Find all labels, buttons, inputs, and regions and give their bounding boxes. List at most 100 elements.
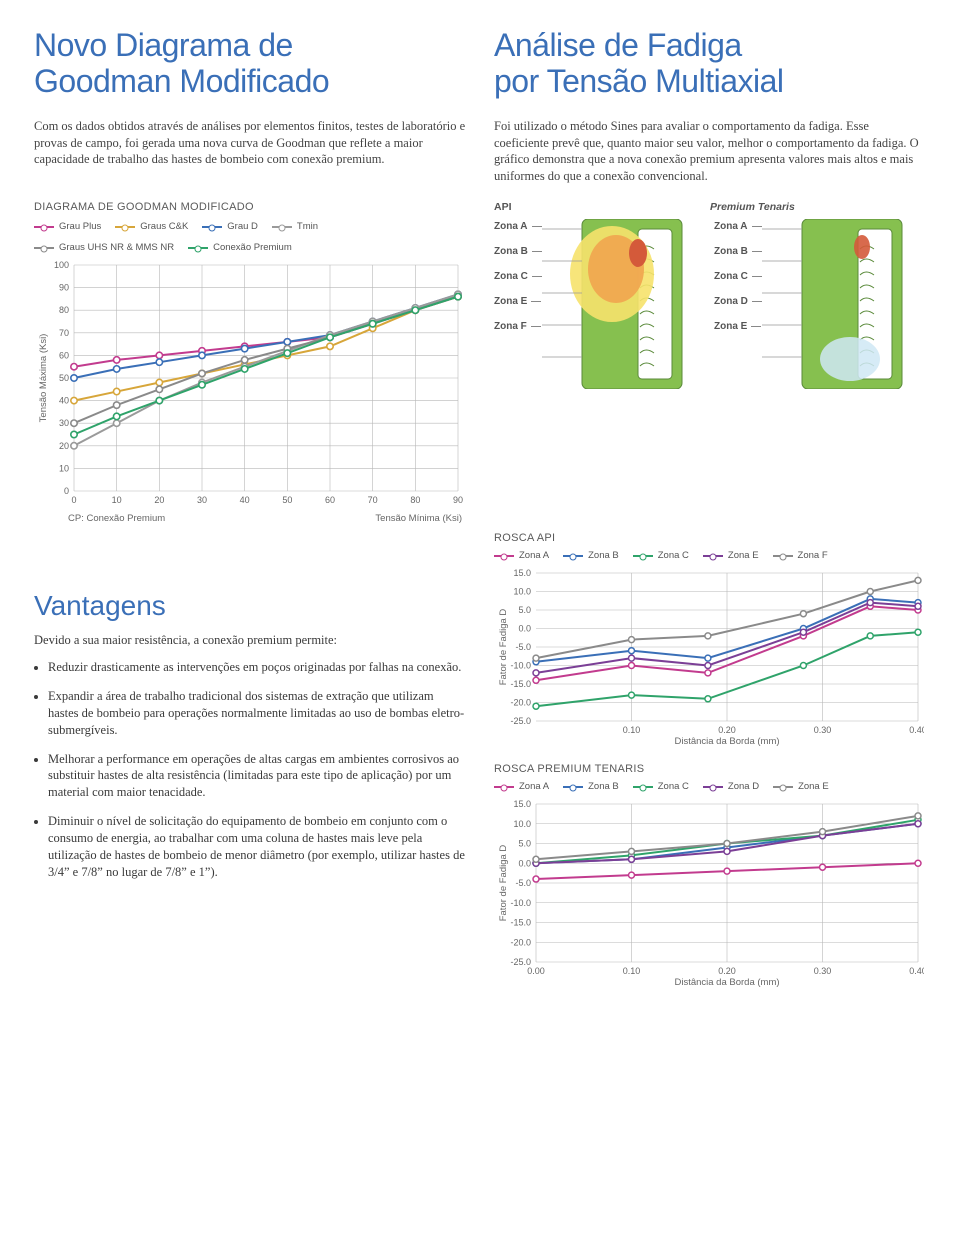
svg-text:70: 70 xyxy=(59,328,69,338)
zone-label: Zona B xyxy=(714,246,762,257)
vantagens-item: Expandir a área de trabalho tradicional … xyxy=(48,688,466,739)
zones-left: Zona AZona BZona CZona EZona F xyxy=(494,219,706,389)
zone-label: Zona E xyxy=(714,321,762,332)
intro-right: Foi utilizado o método Sines para avalia… xyxy=(494,118,926,186)
svg-text:-5.0: -5.0 xyxy=(515,878,531,888)
rosca-api-panel: ROSCA API Zona AZona BZona CZona EZona F… xyxy=(494,532,926,747)
svg-text:30: 30 xyxy=(197,495,207,505)
svg-text:Distância da Borda (mm): Distância da Borda (mm) xyxy=(674,977,779,988)
svg-text:0.30: 0.30 xyxy=(814,966,832,976)
zone-label: Zona B xyxy=(494,246,542,257)
vantagens-item: Reduzir drasticamente as intervenções em… xyxy=(48,659,466,676)
zone-label: Zona A xyxy=(714,221,762,232)
goodman-legend: Grau Plus Graus C&K Grau D Tmin Graus UHS NR… xyxy=(34,221,466,253)
svg-text:0.30: 0.30 xyxy=(814,725,832,735)
zones-headers: API Premium Tenaris xyxy=(494,201,926,213)
svg-text:0.20: 0.20 xyxy=(718,725,736,735)
svg-text:0.10: 0.10 xyxy=(623,966,641,976)
svg-text:Fator de Fadiga D: Fator de Fadiga D xyxy=(498,609,509,686)
goodman-panel: DIAGRAMA DE GOODMAN MODIFICADO Grau Plus… xyxy=(34,201,466,524)
zones-left-labels: Zona AZona BZona CZona EZona F xyxy=(494,219,542,389)
zones-right: Zona A Zona B Zona C Zona D Zona E xyxy=(714,219,926,389)
svg-text:0: 0 xyxy=(71,495,76,505)
svg-text:15.0: 15.0 xyxy=(513,799,531,809)
svg-text:5.0: 5.0 xyxy=(518,605,531,615)
legend-item: Zona B xyxy=(563,550,619,561)
svg-text:50: 50 xyxy=(59,373,69,383)
legend-item: Zona A xyxy=(494,550,549,561)
zones-header-premium: Premium Tenaris xyxy=(710,201,926,213)
title-right: Análise de Fadiga por Tensão Multiaxial xyxy=(494,28,926,100)
legend-item: Graus C&K xyxy=(115,221,188,232)
vantagens-list: Reduzir drasticamente as intervenções em… xyxy=(34,659,466,881)
svg-text:70: 70 xyxy=(368,495,378,505)
svg-text:90: 90 xyxy=(453,495,463,505)
svg-text:Fator de Fadiga D: Fator de Fadiga D xyxy=(498,845,509,922)
svg-text:80: 80 xyxy=(410,495,420,505)
vantagens-item: Diminuir o nível de solicitação do equip… xyxy=(48,813,466,881)
rosca-premium-chart: -25.0-20.0-15.0-10.0-5.00.05.010.015.00.… xyxy=(494,798,924,988)
zones-right-figure xyxy=(762,219,926,389)
svg-text:10.0: 10.0 xyxy=(513,587,531,597)
svg-text:10.0: 10.0 xyxy=(513,819,531,829)
title-left-line1: Novo Diagrama de xyxy=(34,28,466,64)
rosca-api-legend: Zona A Zona B Zona C Zona E Zona F xyxy=(494,550,926,561)
zone-label: Zona C xyxy=(714,271,762,282)
zones-left-figure xyxy=(542,219,706,389)
svg-text:50: 50 xyxy=(282,495,292,505)
svg-text:40: 40 xyxy=(59,396,69,406)
legend-item: Grau Plus xyxy=(34,221,101,232)
svg-text:5.0: 5.0 xyxy=(518,839,531,849)
title-right-line1: Análise de Fadiga xyxy=(494,28,926,64)
svg-text:-20.0: -20.0 xyxy=(510,698,531,708)
title-row: Novo Diagrama de Goodman Modificado Anál… xyxy=(34,28,926,100)
goodman-caption-right: Tensão Mínima (Ksi) xyxy=(375,513,462,524)
legend-item: Zona E xyxy=(703,550,759,561)
zones-header-api: API xyxy=(494,201,710,213)
legend-item: Zona C xyxy=(633,781,689,792)
svg-text:0.00: 0.00 xyxy=(527,966,545,976)
legend-item: Zona E xyxy=(773,781,829,792)
svg-text:20: 20 xyxy=(154,495,164,505)
svg-text:0.40: 0.40 xyxy=(909,966,924,976)
intro-left: Com os dados obtidos através de análises… xyxy=(34,118,466,186)
zones-right-labels: Zona A Zona B Zona C Zona D Zona E xyxy=(714,219,762,389)
legend-item: Zona C xyxy=(633,550,689,561)
zones-panel: API Premium Tenaris Zona AZona BZona CZo… xyxy=(494,201,926,524)
goodman-caption-left: CP: Conexão Premium xyxy=(68,513,165,524)
legend-item: Conexão Premium xyxy=(188,242,292,253)
svg-text:-5.0: -5.0 xyxy=(515,642,531,652)
goodman-chart: 0102030405060708090010203040506070809010… xyxy=(34,259,464,511)
legend-item: Zona B xyxy=(563,781,619,792)
zones-grid: Zona AZona BZona CZona EZona F Zona AZon… xyxy=(494,219,926,389)
svg-text:-15.0: -15.0 xyxy=(510,679,531,689)
title-left-line2: Goodman Modificado xyxy=(34,64,466,100)
svg-text:15.0: 15.0 xyxy=(513,568,531,578)
svg-text:-25.0: -25.0 xyxy=(510,716,531,726)
legend-item: Graus UHS NR & MMS NR xyxy=(34,242,174,253)
svg-text:100: 100 xyxy=(54,260,69,270)
intro-paragraph-row: Com os dados obtidos através de análises… xyxy=(34,118,926,186)
legend-item: Zona A xyxy=(494,781,549,792)
vantagens-panel: Vantagens Devido a sua maior resistência… xyxy=(34,532,466,1004)
rosca-column: ROSCA API Zona AZona BZona CZona EZona F… xyxy=(494,532,926,1004)
zone-label: Zona E xyxy=(494,296,542,307)
svg-text:0: 0 xyxy=(64,486,69,496)
vantagens-item: Melhorar a performance em operações de a… xyxy=(48,751,466,802)
svg-text:10: 10 xyxy=(59,464,69,474)
legend-item: Zona F xyxy=(773,550,828,561)
svg-text:-10.0: -10.0 xyxy=(510,898,531,908)
zone-label: Zona C xyxy=(494,271,542,282)
rosca-premium-title: ROSCA PREMIUM TENARIS xyxy=(494,763,926,775)
vantagens-heading: Vantagens xyxy=(34,590,466,622)
svg-text:30: 30 xyxy=(59,418,69,428)
rosca-premium-panel: ROSCA PREMIUM TENARIS Zona A Zona B Zona C… xyxy=(494,763,926,988)
rosca-premium-legend: Zona AZona BZona CZona DZona E xyxy=(494,781,926,792)
svg-text:0.40: 0.40 xyxy=(909,725,924,735)
zone-label: Zona D xyxy=(714,296,762,307)
svg-text:0.0: 0.0 xyxy=(518,624,531,634)
goodman-caption-row: CP: Conexão Premium Tensão Mínima (Ksi) xyxy=(34,511,466,524)
svg-text:20: 20 xyxy=(59,441,69,451)
legend-item: Grau D xyxy=(202,221,258,232)
legend-item: Tmin xyxy=(272,221,318,232)
